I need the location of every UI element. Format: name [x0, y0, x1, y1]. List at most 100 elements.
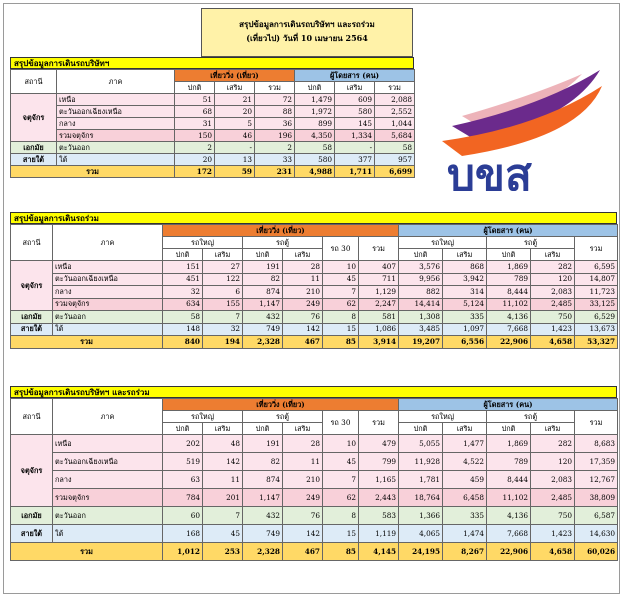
- value-cell: 24,195: [398, 542, 444, 561]
- table-row: เอกมัย ตะวันออก 60 7 432 76 8 583 1,366 335 4,136 7…: [10, 506, 619, 525]
- region-cell: ใต้: [52, 322, 163, 336]
- value-cell: 62: [322, 297, 359, 311]
- value-cell: 432: [242, 310, 283, 324]
- table-row: จตุจักร เหนือ 202 48 191 28 10 479 5,055 1,477 1,8…: [10, 434, 619, 507]
- s2-h-extra: เสริม: [530, 248, 576, 261]
- value-cell: 82: [242, 272, 283, 286]
- value-cell: 1,044: [374, 117, 416, 130]
- value-cell: 4,522: [442, 452, 488, 471]
- value-cell: 249: [282, 297, 323, 311]
- value-cell: 148: [162, 322, 203, 336]
- value-cell: 38,809: [574, 488, 619, 507]
- value-cell: 142: [282, 322, 323, 336]
- value-cell: 580: [334, 105, 376, 118]
- value-cell: 749: [242, 322, 283, 336]
- value-cell: 145: [334, 117, 376, 130]
- value-cell: 789: [486, 272, 532, 286]
- table-row: ตะวันออกเฉียงเหนือ 68 20 88 1,972 580 2,552: [10, 105, 416, 118]
- value-cell: 4,658: [530, 335, 576, 349]
- value-cell: 18,764: [398, 488, 444, 507]
- value-cell: 1,012: [162, 542, 203, 561]
- value-cell: 840: [162, 335, 203, 349]
- region-cell: เหนือ: [52, 260, 163, 274]
- value-cell: 1,165: [357, 470, 400, 489]
- value-cell: 789: [486, 452, 532, 471]
- station-cell: จตุจักร: [10, 93, 57, 142]
- value-cell: 4,658: [530, 542, 576, 561]
- region-cell: ใต้: [52, 524, 163, 543]
- value-cell: -: [334, 141, 376, 154]
- s3-h-station: สถานี: [10, 398, 53, 435]
- logo-wave-purple: [452, 70, 600, 141]
- value-cell: 194: [202, 335, 243, 349]
- logo-text: บขส: [447, 150, 532, 191]
- s3-h-extra: เสริม: [530, 422, 576, 435]
- s2-body: จตุจักร เหนือ 151 27 191 28 10 407 3,576 868 1,869…: [10, 260, 619, 349]
- value-cell: 7: [202, 506, 243, 525]
- value-cell: 581: [357, 310, 400, 324]
- s1-body: จตุจักร เหนือ 51 21 72 1,479 609 2,088 ตะวันออกเ…: [10, 93, 416, 178]
- value-cell: 2,552: [374, 105, 416, 118]
- value-cell: 1,119: [357, 524, 400, 543]
- section1-title: สรุปข้อมูลการเดินรถบริษัทฯ: [10, 57, 414, 69]
- value-cell: 750: [530, 310, 576, 324]
- value-cell: 76: [282, 506, 323, 525]
- s2-h-normal: ปกติ: [242, 248, 283, 261]
- table-row: สายใต้ ใต้ 168 45 749 142 15 1,119 4,065 1,474 7,6…: [10, 524, 619, 543]
- value-cell: 14,630: [574, 524, 619, 543]
- value-cell: 32: [162, 285, 203, 299]
- value-cell: 2,328: [242, 542, 283, 561]
- value-cell: 3,942: [442, 272, 488, 286]
- value-cell: 253: [202, 542, 243, 561]
- value-cell: 6,458: [442, 488, 488, 507]
- value-cell: 11,102: [486, 297, 532, 311]
- value-cell: 1,972: [294, 105, 336, 118]
- value-cell: 27: [202, 260, 243, 274]
- value-cell: 33: [253, 153, 296, 166]
- s2-h-total: รวม: [357, 236, 400, 261]
- value-cell: 750: [530, 506, 576, 525]
- value-cell: 882: [398, 285, 444, 299]
- value-cell: 22,906: [486, 542, 532, 561]
- value-cell: 1,308: [398, 310, 444, 324]
- value-cell: 231: [253, 165, 296, 178]
- value-cell: 196: [253, 129, 296, 142]
- value-cell: 4,350: [294, 129, 336, 142]
- value-cell: 2,088: [374, 93, 416, 106]
- station-cell: เอกมัย: [10, 141, 57, 154]
- value-cell: 2,247: [357, 297, 400, 311]
- region-cell: ตะวันออก: [52, 310, 163, 324]
- value-cell: 14,807: [574, 272, 619, 286]
- value-cell: 36: [253, 117, 296, 130]
- value-cell: 4,988: [294, 165, 336, 178]
- value-cell: 168: [162, 524, 203, 543]
- value-cell: 519: [162, 452, 203, 471]
- value-cell: 1,334: [334, 129, 376, 142]
- value-cell: 58: [374, 141, 416, 154]
- s2-h-total-pax: รวม: [574, 236, 619, 261]
- station-cell: จตุจักร: [10, 434, 53, 507]
- value-cell: 1,479: [294, 93, 336, 106]
- section3-title: สรุปข้อมูลการเดินรถบริษัทฯ และรถร่วม: [10, 386, 617, 398]
- value-cell: 72: [253, 93, 296, 106]
- region-cell: รวมจตุจักร: [52, 297, 163, 311]
- station-cell: จตุจักร: [10, 260, 53, 311]
- s3-h-extra: เสริม: [202, 422, 243, 435]
- value-cell: 45: [322, 452, 359, 471]
- value-cell: 1,869: [486, 260, 532, 274]
- value-cell: 19,207: [398, 335, 444, 349]
- s3-h-normal: ปกติ: [398, 422, 444, 435]
- value-cell: 4,136: [486, 506, 532, 525]
- s3-h-total-pax: รวม: [574, 410, 619, 435]
- s3-h-extra: เสริม: [282, 422, 323, 435]
- value-cell: 88: [253, 105, 296, 118]
- value-cell: 874: [242, 285, 283, 299]
- value-cell: 282: [530, 260, 576, 274]
- s2-h-trips: เที่ยววิ่ง (เที่ยว): [161, 224, 400, 237]
- value-cell: 15: [322, 322, 359, 336]
- bks-logo: บขส: [442, 70, 602, 191]
- value-cell: 33,125: [574, 297, 619, 311]
- value-cell: 609: [334, 93, 376, 106]
- s2-h-van-pax: รถตู้: [486, 236, 576, 249]
- value-cell: 1,423: [530, 524, 576, 543]
